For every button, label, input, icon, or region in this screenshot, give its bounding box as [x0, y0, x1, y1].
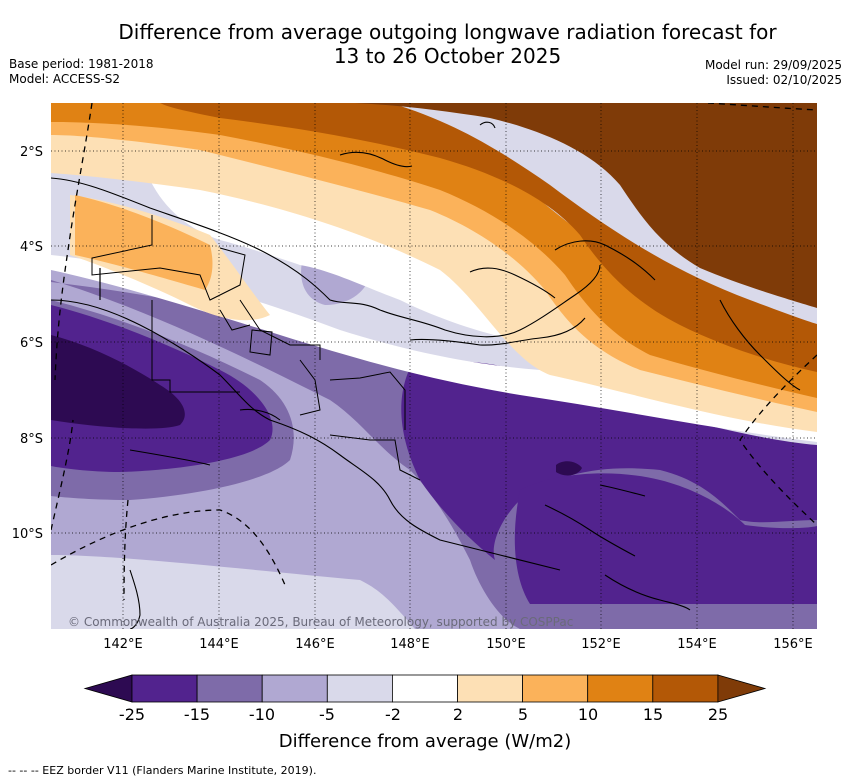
- colorbar-tick: 10: [578, 705, 598, 724]
- chart-title: Difference from average outgoing longwav…: [60, 20, 835, 68]
- meta-right: Model run: 29/09/2025 Issued: 02/10/2025: [705, 58, 842, 88]
- lon-label: 142°E: [103, 637, 143, 652]
- title-line-2: 13 to 26 October 2025: [333, 44, 562, 68]
- band-neg25-neg15-south: [514, 473, 817, 604]
- eez-footnote: -- -- -- EEZ border V11 (Flanders Marine…: [8, 764, 317, 777]
- colorbar-segment: [131, 674, 198, 703]
- colorbar-title: Difference from average (W/m2): [279, 731, 571, 752]
- title-line-1: Difference from average outgoing longwav…: [118, 20, 777, 44]
- colorbar-segment: [652, 674, 719, 703]
- colorbar-segment: [261, 674, 328, 703]
- lat-label: 2°S: [20, 145, 43, 160]
- eez-borders: [51, 103, 817, 601]
- colorbar-tick: 2: [453, 705, 463, 724]
- band-below-neg25-spot: [556, 461, 582, 476]
- longitude-labels: 142°E 144°E 146°E 148°E 150°E 152°E 154°…: [103, 637, 813, 652]
- colorbar-segment: [326, 674, 393, 703]
- lat-label: 4°S: [20, 240, 43, 255]
- band-pos10-pos15: [51, 103, 817, 398]
- colorbar-tick: -15: [184, 705, 210, 724]
- colorbar-segment: [587, 674, 654, 703]
- colorbar-segment: [391, 674, 458, 703]
- graticule: [51, 103, 817, 629]
- band-below-neg25: [51, 335, 185, 429]
- coastlines: [51, 121, 801, 629]
- band-pos5-pos10-west: [75, 195, 213, 290]
- colorbar-tick: 25: [708, 705, 728, 724]
- lon-label: 150°E: [486, 637, 526, 652]
- issued-date: Issued: 02/10/2025: [726, 73, 842, 87]
- band-neg2-pos2-north: [150, 180, 545, 345]
- colorbar-segment: [522, 674, 589, 703]
- lat-label: 6°S: [20, 336, 43, 351]
- latitude-labels: 2°S 4°S 6°S 8°S 10°S: [12, 145, 43, 542]
- model-name: Model: ACCESS-S2: [9, 72, 121, 86]
- lon-label: 156°E: [773, 637, 813, 652]
- provincial-borders: [91, 215, 421, 481]
- colorbar-tick: 5: [518, 705, 528, 724]
- base-period: Base period: 1981-2018: [9, 57, 154, 71]
- lat-label: 10°S: [12, 527, 43, 542]
- lon-label: 154°E: [677, 637, 717, 652]
- map-plot-area: © Commonwealth of Australia 2025, Bureau…: [51, 103, 817, 629]
- lon-label: 146°E: [295, 637, 335, 652]
- colorbar-tick: -2: [385, 705, 401, 724]
- lon-label: 144°E: [199, 637, 239, 652]
- colorbar-tick: -25: [119, 705, 145, 724]
- colorbar-tick-labels: -25 -15 -10 -5 -2 2 5 10 15 25: [119, 705, 728, 724]
- lat-label: 8°S: [20, 432, 43, 447]
- copyright-text: © Commonwealth of Australia 2025, Bureau…: [68, 615, 573, 629]
- colorbar-extend-high: [717, 674, 767, 703]
- lon-label: 152°E: [581, 637, 621, 652]
- colorbar-segment: [196, 674, 263, 703]
- lon-label: 148°E: [390, 637, 430, 652]
- model-run: Model run: 29/09/2025: [704, 58, 842, 72]
- meta-left: Base period: 1981-2018 Model: ACCESS-S2: [9, 57, 154, 87]
- colorbar-tick: -10: [249, 705, 275, 724]
- band-above-pos25: [355, 103, 817, 308]
- colorbar-tick: -5: [319, 705, 335, 724]
- colorbar-extend-low: [83, 674, 133, 703]
- colorbar-segment: [457, 674, 523, 703]
- colorbar-tick: 15: [643, 705, 663, 724]
- band-pos15-pos25: [160, 103, 817, 372]
- colorbar: [83, 674, 767, 703]
- band-neg25-neg15-east: [401, 361, 817, 560]
